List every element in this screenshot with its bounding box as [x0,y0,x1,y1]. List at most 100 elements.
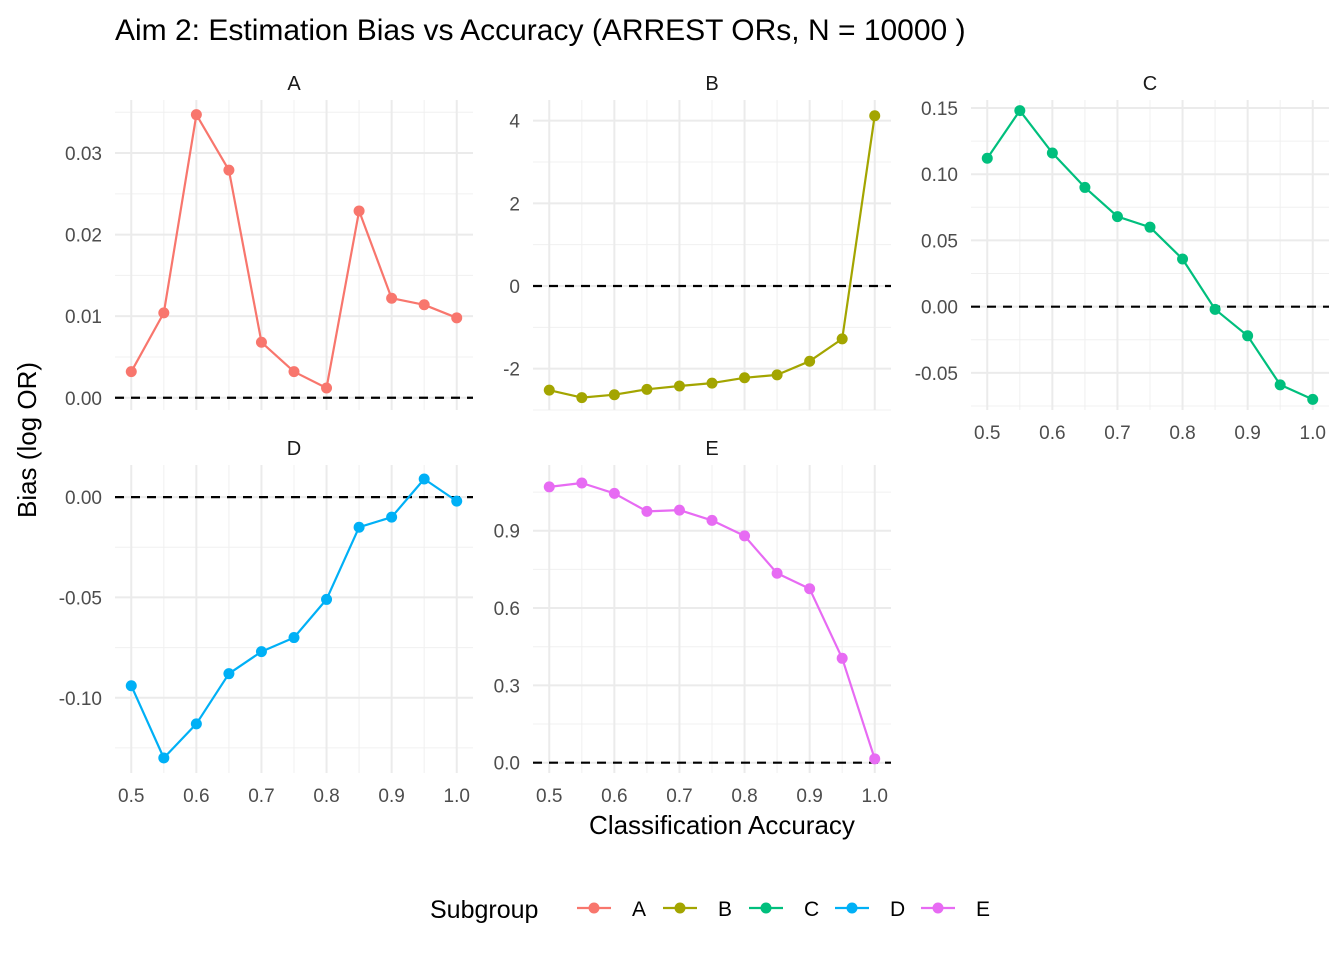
x-tick-label: 0.9 [1234,423,1260,444]
data-point-b [576,392,588,404]
panel-c: C -0.05 0.00 0.05 0.10 0.15 0.5 0.6 0.7 0.8 0.9 1.0 [915,73,1329,444]
x-tick-label: 1.0 [444,786,470,807]
data-point-a [451,312,463,324]
data-point-e [739,530,751,542]
data-point-d [386,511,398,523]
panel-e: E 0.0 0.3 0.6 0.9 0.5 0.6 0.7 0.8 0.9 1.0 [494,438,891,807]
x-tick-label: 0.9 [796,786,822,807]
x-tick-label: 0.7 [1104,423,1130,444]
x-tick-label: 0.5 [118,786,144,807]
legend-label: D [890,898,905,921]
data-point-c [1046,147,1058,159]
data-point-d [255,646,267,658]
facet-label-a: A [287,73,301,95]
data-point-d [190,718,202,730]
y-tick-label: 0.0 [494,754,520,775]
legend-item-b: B [663,898,732,921]
data-point-d [288,632,300,644]
data-point-b [836,333,848,345]
y-tick-label: 4 [509,112,520,133]
x-tick-label: 0.6 [1039,423,1065,444]
legend-key-point [846,902,858,914]
data-point-e [576,477,588,489]
x-tick-label: 0.6 [601,786,627,807]
x-axis-label: Classification Accuracy [589,810,855,840]
data-point-b [641,383,653,395]
data-point-c [1209,303,1221,315]
data-point-c [1274,379,1286,391]
data-point-d [321,593,333,605]
y-tick-label: -0.05 [915,364,958,385]
data-point-a [190,109,202,121]
y-tick-label: 0.15 [921,99,958,120]
data-point-e [771,567,783,579]
legend: Subgroup A B C D E [430,896,990,924]
legend-label: E [976,898,990,921]
y-tick-label: 0.03 [65,144,102,165]
data-point-a [255,336,267,348]
data-point-d [353,521,365,533]
y-tick-label: 0.00 [921,298,958,319]
x-tick-label: 0.8 [1169,423,1195,444]
data-point-a [125,366,137,378]
x-tick-label: 0.5 [974,423,1000,444]
facet-label-d: D [287,438,301,460]
y-tick-label: 0.01 [65,307,102,328]
data-point-a [223,164,235,176]
y-tick-label: 0 [509,277,520,298]
data-point-c [1177,253,1189,265]
data-point-c [1144,221,1156,233]
legend-item-e: E [921,898,990,921]
data-point-e [836,652,848,664]
y-tick-label: 0.10 [921,165,958,186]
data-point-a [288,366,300,378]
data-point-a [158,307,170,319]
legend-key-point [588,902,600,914]
data-point-c [1079,181,1091,193]
data-point-c [1242,330,1254,342]
data-point-e [543,481,555,493]
x-tick-label: 0.8 [731,786,757,807]
y-axis-label: Bias (log OR) [12,362,42,518]
facet-label-c: C [1143,73,1157,95]
legend-label: A [632,898,646,921]
y-tick-label: 0.00 [65,389,102,410]
y-tick-label: 0.05 [921,231,958,252]
y-tick-label: -0.05 [59,588,102,609]
data-point-e [673,504,685,516]
data-point-e [706,514,718,526]
x-tick-label: 0.5 [536,786,562,807]
data-point-c [981,152,993,164]
legend-key-point [932,902,944,914]
data-point-d [451,495,463,507]
data-point-c [1111,211,1123,223]
data-point-b [804,355,816,367]
data-point-b [869,110,881,122]
data-point-e [869,753,881,765]
panel-d: D -0.10 -0.05 0.00 0.5 0.6 0.7 0.8 0.9 1.0 [59,438,473,807]
data-point-b [771,369,783,381]
data-point-c [1307,393,1319,405]
y-tick-label: 0.9 [494,522,520,543]
y-tick-label: 0.00 [65,488,102,509]
y-tick-label: 0.6 [494,599,520,620]
data-point-e [641,505,653,517]
panel-a: A 0.00 0.01 0.02 0.03 [65,73,473,410]
y-tick-label: 0.3 [494,676,520,697]
legend-key-point [760,902,772,914]
x-tick-label: 0.9 [378,786,404,807]
data-point-b [706,377,718,389]
data-point-a [353,205,365,217]
chart-title: Aim 2: Estimation Bias vs Accuracy (ARRE… [115,14,966,47]
facet-label-b: B [705,73,718,95]
data-point-b [673,380,685,392]
x-tick-label: 1.0 [1300,423,1326,444]
legend-label: B [718,898,732,921]
data-point-d [125,680,137,692]
data-point-e [804,583,816,595]
legend-title: Subgroup [430,896,538,924]
data-point-d [158,752,170,764]
data-point-a [386,292,398,304]
y-tick-label: 2 [509,194,520,215]
data-point-d [418,473,430,485]
